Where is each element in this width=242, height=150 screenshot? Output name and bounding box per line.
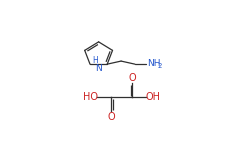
- Text: N: N: [95, 64, 102, 73]
- Text: O: O: [107, 112, 115, 122]
- Text: O: O: [129, 73, 136, 83]
- Text: H: H: [92, 56, 98, 65]
- Text: 2: 2: [157, 63, 162, 69]
- Text: NH: NH: [147, 59, 161, 68]
- Text: HO: HO: [83, 92, 98, 102]
- Text: OH: OH: [146, 92, 161, 102]
